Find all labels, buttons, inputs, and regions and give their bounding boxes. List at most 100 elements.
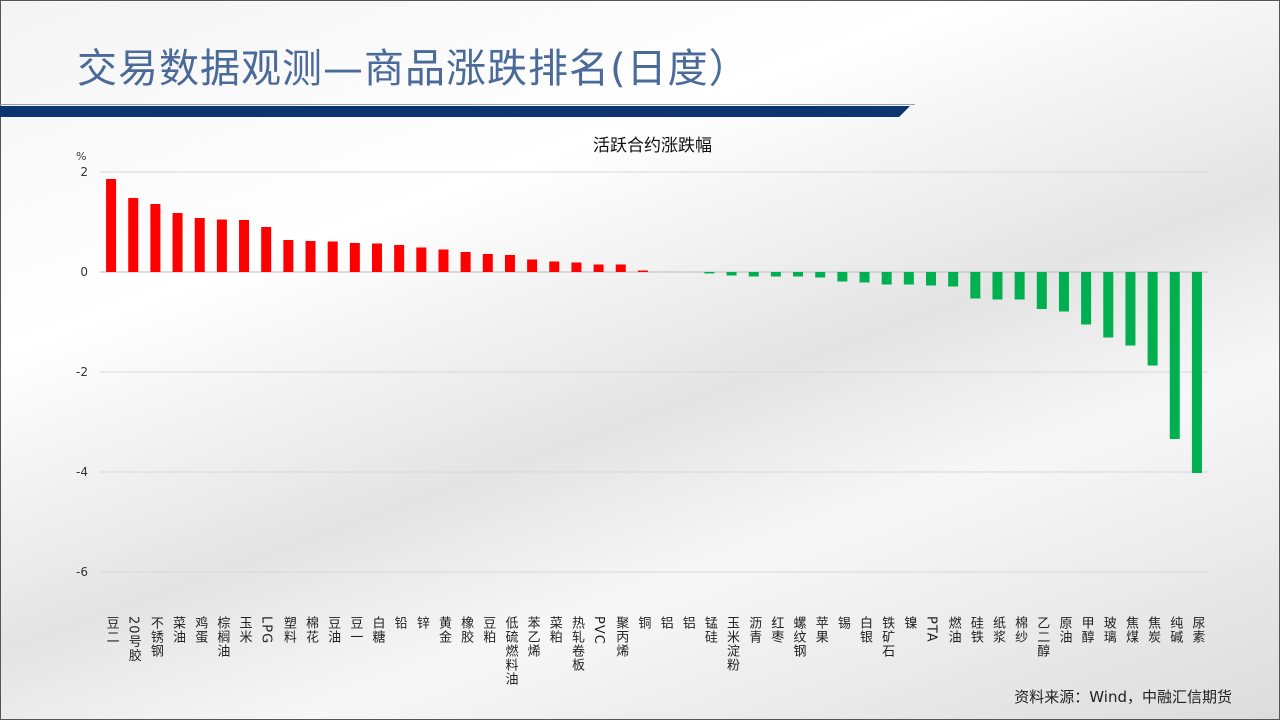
x-tick-label: 橡胶 bbox=[458, 616, 474, 644]
x-tick-label: 低硫燃料油 bbox=[502, 616, 518, 686]
bar-豆油 bbox=[327, 241, 338, 272]
x-tick-label: PTA bbox=[923, 616, 939, 643]
chart-title: 活跃合约涨跌幅 bbox=[593, 136, 712, 156]
x-tick-label: 不锈钢 bbox=[147, 616, 163, 658]
bar-黄金 bbox=[438, 249, 449, 272]
bar-苯乙烯 bbox=[527, 259, 538, 272]
bar-尿素 bbox=[1191, 272, 1202, 473]
x-tick-label: 塑料 bbox=[280, 616, 296, 644]
x-tick-label: 铝 bbox=[679, 616, 695, 630]
y-tick-label: 2 bbox=[80, 165, 88, 179]
bar-塑料 bbox=[283, 240, 294, 272]
y-tick-label: -2 bbox=[76, 365, 88, 379]
x-tick-label: 菜粕 bbox=[546, 616, 562, 644]
x-tick-label: 铅 bbox=[391, 616, 407, 630]
bar-白糖 bbox=[372, 243, 382, 272]
bar-纸浆 bbox=[992, 272, 1003, 300]
bar-白银 bbox=[859, 272, 870, 283]
x-tick-label: 锡 bbox=[834, 616, 850, 630]
x-tick-label: 鸡蛋 bbox=[192, 616, 208, 644]
page-title: 交易数据观测—商品涨跌排名(日度） bbox=[77, 46, 750, 92]
bar-玉米 bbox=[239, 220, 250, 272]
x-tick-label: 棉花 bbox=[303, 616, 319, 644]
bar-红枣 bbox=[770, 272, 781, 277]
bar-PTA bbox=[926, 272, 936, 286]
bar-热轧卷板 bbox=[571, 262, 582, 272]
bar-镍 bbox=[903, 272, 914, 285]
bar-棉纱 bbox=[1014, 272, 1025, 300]
x-tick-label: 热轧卷板 bbox=[568, 616, 584, 672]
x-tick-label: 甲醇 bbox=[1078, 616, 1094, 644]
y-tick-label: -6 bbox=[76, 565, 88, 579]
bar-锌 bbox=[416, 247, 427, 272]
bar-沥青 bbox=[748, 272, 759, 277]
bar-原油 bbox=[1058, 272, 1069, 312]
bar-螺纹钢 bbox=[793, 272, 804, 277]
x-tick-label: 原油 bbox=[1056, 616, 1072, 644]
bar-乙二醇 bbox=[1036, 272, 1047, 309]
y-tick-label: -4 bbox=[76, 465, 88, 479]
bar-20号胶 bbox=[128, 198, 139, 272]
x-tick-label: 乙二醇 bbox=[1034, 616, 1050, 658]
x-tick-label: 白糖 bbox=[369, 616, 385, 644]
data-source: 资料来源：Wind，中融汇信期货 bbox=[1014, 688, 1232, 706]
x-tick-label: LPG bbox=[258, 616, 274, 645]
bar-棕榈油 bbox=[216, 219, 227, 272]
x-tick-label: 豆油 bbox=[325, 616, 341, 644]
bar-LPG bbox=[261, 227, 272, 272]
bar-甲醇 bbox=[1081, 272, 1092, 325]
bar-PVC bbox=[593, 264, 604, 272]
x-tick-label: 棕榈油 bbox=[214, 616, 230, 658]
bar-铜 bbox=[637, 270, 648, 272]
x-tick-label: 纯碱 bbox=[1167, 616, 1183, 644]
bar-聚丙烯 bbox=[615, 264, 626, 272]
x-tick-label: 焦煤 bbox=[1122, 616, 1138, 644]
x-tick-label: 豆一 bbox=[347, 616, 363, 644]
x-tick-label: 燃油 bbox=[945, 616, 961, 644]
x-tick-label: 铝 bbox=[657, 616, 673, 630]
bar-铁矿石 bbox=[881, 272, 892, 285]
bar-纯碱 bbox=[1169, 272, 1180, 439]
bar-菜油 bbox=[172, 213, 183, 272]
x-tick-label: 玻璃 bbox=[1100, 616, 1116, 644]
bar-不锈钢 bbox=[150, 204, 161, 272]
x-tick-label: 菜油 bbox=[170, 616, 186, 644]
bar-硅铁 bbox=[970, 272, 981, 299]
x-tick-label: 纸浆 bbox=[989, 616, 1005, 644]
bar-焦煤 bbox=[1125, 272, 1136, 346]
x-axis-labels: 豆二 20号胶 不锈钢 菜油 鸡蛋 棕榈油 玉米 LPG 塑料 棉花 豆油 豆一 白糖铅锌黄金 橡胶 豆粕低… bbox=[0, 616, 1280, 716]
bar-菜粕 bbox=[549, 261, 560, 272]
bar-玉米淀粉 bbox=[726, 272, 737, 276]
bar-锡 bbox=[837, 272, 848, 282]
bar-苹果 bbox=[815, 272, 826, 278]
y-axis-unit: % bbox=[76, 150, 87, 163]
title-underline bbox=[0, 104, 915, 105]
x-tick-label: 豆二 bbox=[103, 616, 119, 644]
bar-焦炭 bbox=[1147, 272, 1158, 366]
x-tick-label: 白银 bbox=[857, 616, 873, 644]
x-tick-label: 20号胶 bbox=[125, 616, 141, 663]
x-tick-label: 玉米 bbox=[236, 616, 252, 644]
x-tick-label: 铜 bbox=[635, 616, 651, 630]
x-tick-label: 苯乙烯 bbox=[524, 616, 540, 658]
x-tick-label: 玉米淀粉 bbox=[724, 616, 740, 672]
bar-豆一 bbox=[349, 243, 360, 272]
x-tick-label: 锰硅 bbox=[701, 616, 717, 644]
bar-棉花 bbox=[305, 241, 316, 272]
bar-豆粕 bbox=[482, 254, 493, 272]
x-tick-label: 沥青 bbox=[746, 616, 762, 644]
y-tick-label: 0 bbox=[80, 265, 88, 279]
bar-豆二 bbox=[106, 179, 117, 272]
x-tick-label: 棉纱 bbox=[1012, 616, 1028, 644]
bar-锰硅 bbox=[704, 272, 715, 274]
bar-玻璃 bbox=[1103, 272, 1114, 338]
bar-铅 bbox=[394, 245, 405, 272]
bar-橡胶 bbox=[460, 252, 471, 272]
x-tick-label: 焦炭 bbox=[1145, 616, 1161, 644]
x-tick-label: 尿素 bbox=[1189, 616, 1205, 644]
x-tick-label: 豆粕 bbox=[480, 616, 496, 644]
x-tick-label: 铁矿石 bbox=[879, 616, 895, 658]
x-tick-label: 聚丙烯 bbox=[613, 616, 629, 658]
bar-低硫燃料油 bbox=[504, 255, 515, 272]
